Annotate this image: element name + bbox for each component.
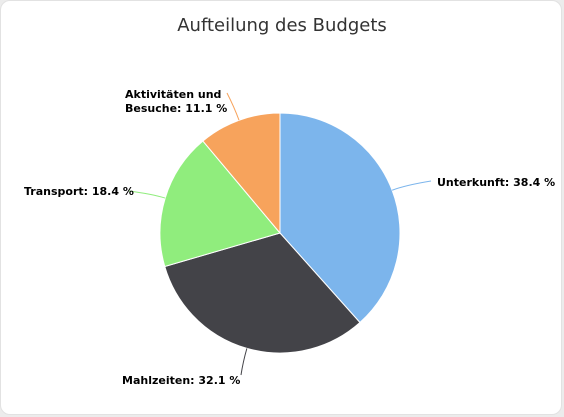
label-unterkunft: Unterkunft: 38.4 % — [437, 176, 555, 189]
slice-mahlzeiten[interactable] — [164, 232, 361, 354]
label-aktivitaeten-line2: Besuche: 11.1 % — [125, 102, 227, 115]
connector-line — [391, 180, 432, 191]
label-aktivitaeten-line1: Aktivitäten und — [125, 88, 221, 101]
connector-line — [240, 348, 248, 376]
label-mahlzeiten: Mahlzeiten: 32.1 % — [122, 374, 240, 387]
slice-aktivitaeten[interactable] — [202, 112, 281, 235]
slice-transport[interactable] — [159, 140, 281, 268]
label-transport: Transport: 18.4 % — [24, 185, 134, 198]
slice-unterkunft[interactable] — [279, 112, 401, 324]
connector-line — [226, 92, 240, 121]
connector-line — [128, 190, 166, 199]
chart-title: Aufteilung des Budgets — [177, 15, 387, 36]
